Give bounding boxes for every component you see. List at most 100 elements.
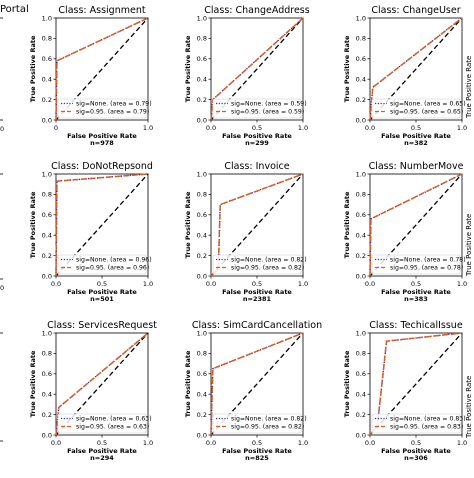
legend-box [212,254,302,275]
legend-entry: sig=0.95. (area = 0.79) [76,109,149,116]
y-tick-label: 1.0 [356,14,366,22]
y-tick-label: 0.2 [356,411,366,419]
x-tick-label: 0.5 [252,439,262,447]
y-tick-label: 0.8 [42,191,52,199]
y-tick-label: 1.0 [197,170,207,178]
y-tick-label: 0.4 [197,76,207,84]
chance-diagonal-line [55,17,149,121]
legend-entry: sig=None. (area = 0.82) [231,257,307,264]
right-fragment-ylabel: True Positive Rate [465,376,473,439]
y-axis-label: True Positive Rate [184,350,192,417]
x-tick-label: 1.0 [298,439,308,447]
y-tick-label: 0.6 [197,370,207,378]
x-tick-label: 1.0 [143,124,153,132]
x-tick-label: 0.5 [252,124,262,132]
x-axis-label: False Positive Rate [222,447,292,455]
x-tick-label: 0.5 [411,124,421,132]
x-tick-label: 0.5 [252,280,262,288]
legend-entry: sig=None. (area = 0.65) [390,101,466,108]
legend-entry: sig=0.95. (area = 0.83) [390,424,463,431]
x-tick-label: 0.5 [411,439,421,447]
roc-curve-sig-095 [369,173,463,277]
x-tick-label: 0.5 [97,280,107,288]
roc-curve-sig-095 [210,17,304,121]
y-tick-label: 0.4 [197,391,207,399]
y-tick-label: 0.8 [356,35,366,43]
x-tick-label: 1.0 [457,124,467,132]
legend-box [371,254,461,275]
chart-title: Class: TechicalIssue [369,320,463,331]
y-tick-label: 0.8 [197,35,207,43]
legend-entry: sig=None. (area = 0.59) [231,101,307,108]
y-tick-label: 0.0 [197,431,207,439]
sample-count-label: n=382 [404,139,428,147]
y-tick-label: 0.2 [197,96,207,104]
legend-entry: sig=0.95. (area = 0.78) [390,265,463,272]
y-tick-label: 0.6 [356,211,366,219]
x-tick-label: 0 [54,124,58,132]
x-tick-label: 0.0 [206,280,216,288]
x-tick-label: 1.0 [457,439,467,447]
roc-curve-sig-095 [210,332,304,436]
y-tick-label: 0.4 [197,232,207,240]
roc-curve-sig-095 [369,17,463,121]
chance-diagonal-line [369,173,463,277]
legend-entry: sig=0.95. (area = 0.65) [390,109,463,116]
chance-diagonal-line [210,17,304,121]
y-axis-label: True Positive Rate [343,191,351,258]
legend-box [57,254,147,275]
x-axis-label: False Positive Rate [381,288,451,296]
right-fragment-ylabel: True Positive Rate [465,56,473,119]
sample-count-label: n=299 [245,139,269,147]
roc-curve-sig-095 [55,17,149,121]
y-tick-label: 0.2 [356,96,366,104]
chance-diagonal-line [369,332,463,436]
y-tick-label: 0.4 [356,391,366,399]
chance-diagonal-line [210,332,304,436]
left-fragment-tick: 0 [0,284,4,292]
x-tick-label: 0.0 [206,124,216,132]
y-tick-label: 1.0 [42,170,52,178]
y-tick-label: 0.8 [197,350,207,358]
legend-entry: sig=None. (area = 0.82) [231,416,307,423]
y-tick-label: 0.4 [356,76,366,84]
y-tick-label: 0.0 [197,272,207,280]
x-axis-label: False Positive Rate [67,447,137,455]
y-axis-label: True Positive Rate [184,191,192,258]
y-tick-label: 0.2 [356,252,366,260]
x-axis-label: False Positive Rate [381,447,451,455]
right-fragment: True Positive Rate True Positive Rate Tr… [465,56,473,439]
chance-diagonal-line [369,17,463,121]
chart-title: Class: Assignment [58,5,145,16]
y-tick-label: 0.4 [42,391,52,399]
chance-diagonal-line [55,173,149,277]
y-axis-label: True Positive Rate [343,35,351,102]
x-tick-label: 0.5 [97,439,107,447]
chart-title: Class: Invoice [224,161,289,172]
chance-diagonal-line [210,173,304,277]
left-fragment-title: Portal [0,4,29,15]
y-tick-label: 0.2 [42,411,52,419]
x-tick-label: 0.0 [365,439,375,447]
y-tick-label: 0.6 [42,211,52,219]
x-axis-label: False Positive Rate [222,288,292,296]
roc-curve-sig-none [55,17,149,121]
y-tick-label: 0.8 [356,350,366,358]
y-tick-label: 1.0 [42,14,52,22]
y-tick-label: 0.0 [197,116,207,124]
x-tick-label: 1.0 [143,280,153,288]
roc-curve-sig-095 [55,173,149,277]
y-tick-label: 0.6 [42,370,52,378]
y-tick-label: 0.2 [42,96,52,104]
y-tick-label: 0.0 [356,272,366,280]
y-axis-label: True Positive Rate [343,350,351,417]
y-tick-label: 1.0 [356,329,366,337]
legend-box [371,413,461,434]
y-tick-label: 0.8 [197,191,207,199]
legend-entry: sig=None. (area = 0.83) [390,416,466,423]
